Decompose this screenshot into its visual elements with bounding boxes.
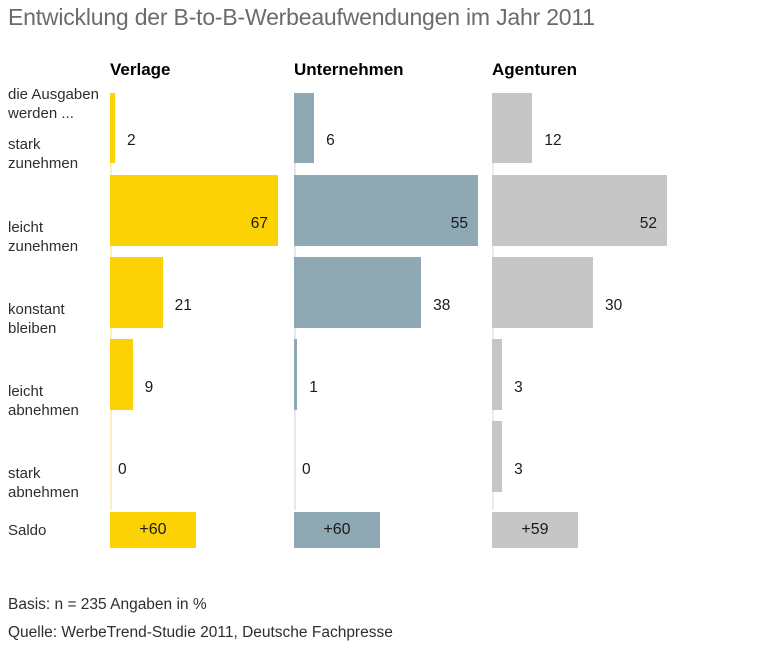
category-label-stark-abnehmen: stark abnehmen	[8, 465, 79, 501]
bar-agenturen-leicht-zunehmen	[492, 175, 667, 246]
bar-unternehmen-stark-zunehmen	[294, 93, 315, 163]
bar-verlage-leicht-abnehmen	[110, 339, 133, 410]
saldo-bar-unternehmen: +60	[294, 512, 380, 548]
bar-agenturen-stark-zunehmen	[492, 93, 533, 163]
saldo-bar-verlage: +60	[110, 512, 196, 548]
footer-basis: Basis: n = 235 Angaben in %	[8, 596, 207, 613]
category-label-stark-zunehmen: stark zunehmen	[8, 136, 79, 172]
value-label-unternehmen-row4: 0	[302, 461, 311, 478]
bar-verlage-leicht-zunehmen	[110, 175, 278, 246]
category-label-konstant-bleiben: konstant bleiben	[8, 301, 65, 337]
value-label-unternehmen-row2: 38	[433, 297, 451, 314]
value-label-unternehmen-row1: 55	[450, 215, 468, 232]
column-header-verlage: Verlage	[110, 60, 171, 79]
intro-label: die Ausgaben werden ...	[8, 86, 99, 122]
value-label-agenturen-row4: 3	[514, 461, 523, 478]
value-label-verlage-row2: 21	[174, 297, 192, 314]
bar-unternehmen-leicht-abnehmen	[294, 339, 298, 410]
bar-verlage-konstant-bleiben	[110, 257, 163, 328]
value-label-unternehmen-row0: 6	[326, 132, 335, 149]
bar-unternehmen-leicht-zunehmen	[294, 175, 478, 246]
bar-agenturen-leicht-abnehmen	[492, 339, 503, 410]
value-label-agenturen-row2: 30	[605, 297, 623, 314]
bar-agenturen-konstant-bleiben	[492, 257, 593, 328]
column-header-unternehmen: Unternehmen	[294, 60, 404, 79]
value-label-verlage-row4: 0	[118, 461, 127, 478]
value-label-unternehmen-row3: 1	[309, 379, 318, 396]
chart-title: Entwicklung der B-to-B-Werbeaufwendungen…	[8, 4, 595, 30]
value-label-agenturen-row1: 52	[639, 215, 657, 232]
bar-unternehmen-konstant-bleiben	[294, 257, 422, 328]
bar-verlage-stark-zunehmen	[110, 93, 115, 163]
saldo-row-label: Saldo	[8, 522, 47, 539]
bar-agenturen-stark-abnehmen	[492, 421, 503, 492]
category-label-leicht-abnehmen: leicht abnehmen	[8, 383, 79, 419]
saldo-bar-agenturen: +59	[492, 512, 578, 548]
value-label-verlage-row3: 9	[144, 379, 154, 396]
value-label-agenturen-row3: 3	[514, 379, 523, 396]
footer-source: Quelle: WerbeTrend-Studie 2011, Deutsche…	[8, 624, 393, 641]
value-label-verlage-row1: 67	[250, 215, 268, 232]
value-label-verlage-row0: 2	[127, 132, 136, 149]
value-label-agenturen-row0: 12	[544, 132, 562, 149]
category-label-leicht-zunehmen: leicht zunehmen	[8, 219, 79, 255]
column-header-agenturen: Agenturen	[492, 60, 577, 79]
